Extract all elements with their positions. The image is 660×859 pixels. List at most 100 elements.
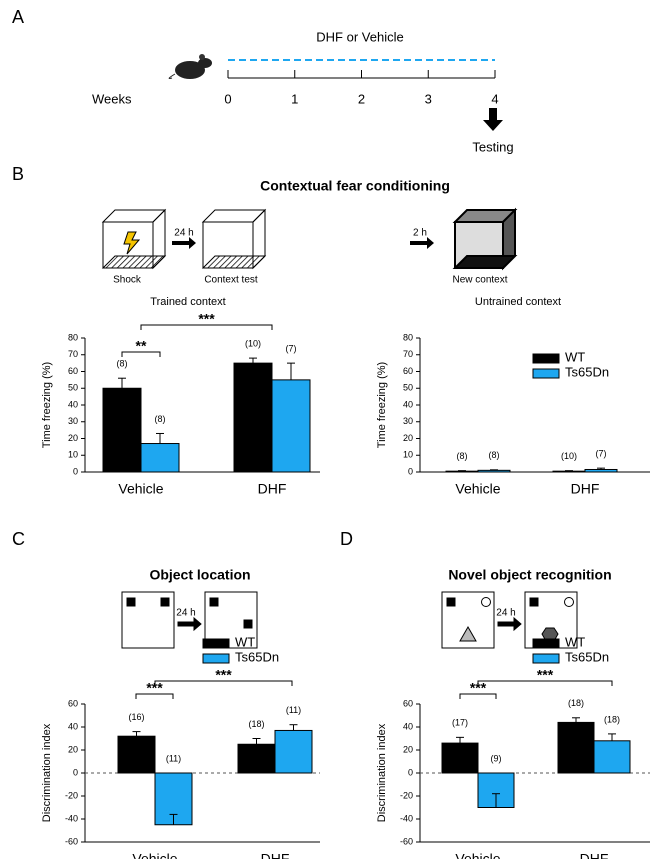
panel-label: C bbox=[12, 529, 25, 549]
legend-label: Ts65Dn bbox=[235, 649, 279, 664]
legend-swatch bbox=[532, 638, 560, 649]
n-label: (18) bbox=[568, 698, 584, 708]
bar bbox=[102, 387, 142, 473]
significance-label: *** bbox=[198, 311, 215, 327]
y-tick-label: 30 bbox=[68, 416, 78, 426]
n-label: (8) bbox=[489, 450, 500, 460]
y-tick-label: 60 bbox=[68, 366, 78, 376]
significance-label: *** bbox=[215, 667, 232, 683]
x-tick-label: Vehicle bbox=[132, 851, 177, 859]
y-tick-label: 20 bbox=[403, 744, 413, 754]
shock-cube bbox=[101, 208, 167, 270]
y-tick-label: 40 bbox=[403, 721, 413, 731]
x-tick-label: DHF bbox=[580, 851, 609, 859]
n-label: (11) bbox=[286, 705, 301, 715]
y-tick-label: 20 bbox=[68, 433, 78, 443]
n-label: (16) bbox=[128, 712, 144, 722]
n-label: (8) bbox=[117, 359, 128, 369]
panel-label: A bbox=[12, 7, 24, 27]
y-tick-label: 0 bbox=[73, 767, 78, 777]
significance-label: *** bbox=[146, 680, 163, 696]
interval-label: 24 h bbox=[496, 608, 515, 619]
y-tick-label: 0 bbox=[408, 466, 413, 476]
y-tick-label: 0 bbox=[408, 767, 413, 777]
n-label: (10) bbox=[245, 338, 261, 348]
timeline-tick-label: 4 bbox=[491, 91, 498, 106]
significance-bracket bbox=[459, 693, 497, 699]
bar bbox=[271, 379, 311, 473]
y-tick-label: 40 bbox=[403, 399, 413, 409]
significance-bracket bbox=[154, 680, 293, 686]
context-cube bbox=[201, 208, 267, 270]
y-axis-label: Discrimination index bbox=[41, 723, 53, 822]
bar bbox=[584, 468, 618, 473]
testing-label: Testing bbox=[472, 139, 513, 154]
legend-swatch bbox=[532, 368, 560, 379]
y-tick-label: 70 bbox=[403, 349, 413, 359]
y-tick-label: 50 bbox=[403, 383, 413, 393]
arrow bbox=[172, 237, 196, 249]
step-label: Context test bbox=[204, 275, 258, 286]
object-location-diagram bbox=[121, 591, 258, 649]
mouse-icon bbox=[168, 54, 212, 79]
legend-label: WT bbox=[235, 634, 255, 649]
chart-title: Novel object recognition bbox=[448, 567, 611, 583]
legend-label: Ts65Dn bbox=[565, 649, 609, 664]
bar bbox=[237, 743, 276, 774]
y-tick-label: -20 bbox=[400, 790, 413, 800]
x-tick-label: Vehicle bbox=[455, 851, 500, 859]
legend-label: Ts65Dn bbox=[565, 364, 609, 379]
bar bbox=[274, 729, 313, 774]
new-context-cube bbox=[452, 207, 518, 271]
step-label: New context bbox=[452, 275, 507, 286]
x-tick-label: DHF bbox=[258, 481, 287, 497]
y-tick-label: 30 bbox=[403, 416, 413, 426]
timeline-ticks: 0 1 2 3 4 bbox=[224, 70, 499, 106]
legend-swatch bbox=[532, 653, 560, 664]
legend-label: WT bbox=[565, 634, 585, 649]
n-label: (10) bbox=[561, 451, 577, 461]
timeline-tick-label: 2 bbox=[358, 91, 365, 106]
bar bbox=[557, 721, 595, 774]
n-label: (8) bbox=[155, 414, 166, 424]
y-tick-label: 60 bbox=[68, 698, 78, 708]
y-tick-label: 70 bbox=[68, 349, 78, 359]
y-tick-label: 40 bbox=[68, 399, 78, 409]
timeline-tick-label: 1 bbox=[291, 91, 298, 106]
x-tick-label: Vehicle bbox=[455, 481, 500, 497]
bar bbox=[445, 470, 479, 473]
n-label: (7) bbox=[286, 344, 297, 354]
bar bbox=[117, 735, 156, 774]
y-tick-label: -60 bbox=[400, 836, 413, 846]
panel-label: D bbox=[340, 529, 353, 549]
n-label: (7) bbox=[596, 449, 607, 459]
interval-label: 24 h bbox=[176, 608, 195, 619]
y-tick-label: 60 bbox=[403, 366, 413, 376]
n-label: (18) bbox=[604, 714, 620, 724]
y-tick-label: 60 bbox=[403, 698, 413, 708]
timeline-tick-label: 3 bbox=[425, 91, 432, 106]
x-tick-label: DHF bbox=[571, 481, 600, 497]
x-tick-label: DHF bbox=[261, 851, 290, 859]
y-tick-label: -40 bbox=[400, 813, 413, 823]
n-label: (8) bbox=[457, 451, 468, 461]
n-label: (18) bbox=[248, 719, 264, 729]
bar bbox=[593, 740, 631, 774]
legend-label: WT bbox=[565, 349, 585, 364]
significance-label: *** bbox=[537, 667, 554, 683]
bar bbox=[233, 362, 273, 473]
y-tick-label: -60 bbox=[65, 836, 78, 846]
y-axis-label: Time freezing (%) bbox=[376, 362, 388, 448]
n-label: (9) bbox=[491, 753, 502, 763]
y-axis-label: Discrimination index bbox=[376, 723, 388, 822]
y-tick-label: 40 bbox=[68, 721, 78, 731]
interval-label: 2 h bbox=[413, 228, 427, 239]
context-caption: Trained context bbox=[150, 296, 225, 308]
treatment-label: DHF or Vehicle bbox=[316, 29, 403, 44]
testing-arrow bbox=[483, 108, 503, 131]
y-tick-label: 10 bbox=[403, 450, 413, 460]
y-tick-label: 20 bbox=[68, 744, 78, 754]
bar bbox=[441, 742, 479, 774]
y-tick-label: 80 bbox=[68, 332, 78, 342]
